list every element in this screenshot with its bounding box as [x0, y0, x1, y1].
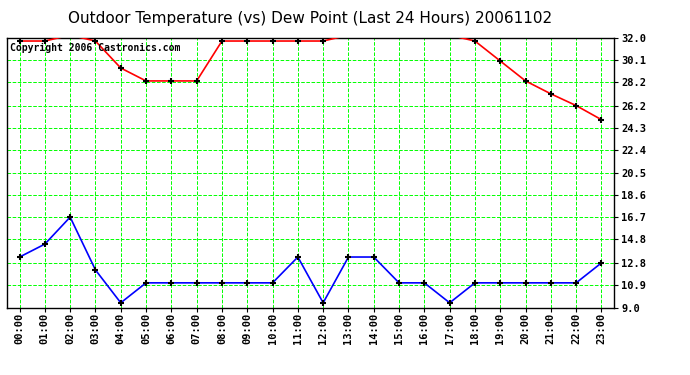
Text: Copyright 2006 Castronics.com: Copyright 2006 Castronics.com	[10, 43, 180, 53]
Text: Outdoor Temperature (vs) Dew Point (Last 24 Hours) 20061102: Outdoor Temperature (vs) Dew Point (Last…	[68, 11, 553, 26]
